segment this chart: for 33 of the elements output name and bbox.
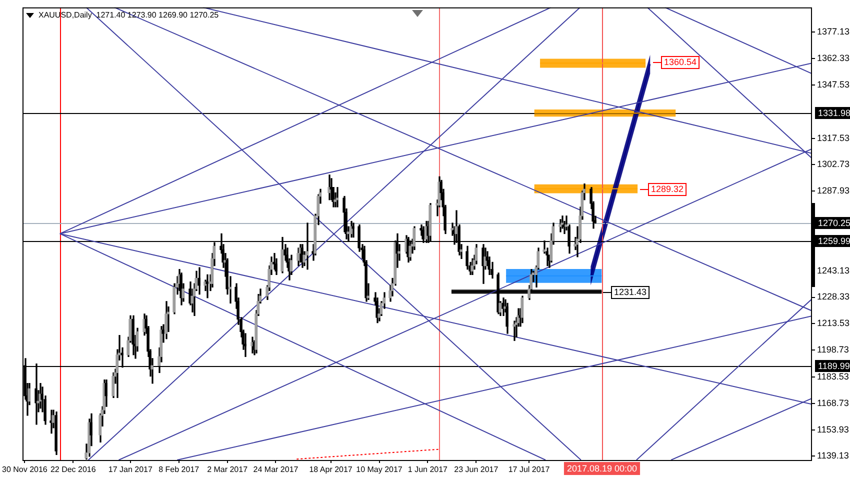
y-tick-label: 1243.13 — [817, 265, 850, 276]
x-tick-label: 17 Jan 2017 — [108, 465, 153, 474]
y-tick-label: 1287.93 — [817, 186, 850, 196]
annotation: 1360.54 — [664, 56, 697, 67]
x-tick-label: 10 May 2017 — [356, 465, 403, 474]
x-tick-label: 2 Mar 2017 — [207, 465, 248, 474]
x-tick-label: 22 Dec 2016 — [50, 465, 96, 474]
ref-line-label: 1331.98 — [818, 108, 850, 118]
ref-line-label: 1270.25 — [818, 218, 850, 228]
x-tick-label: 30 Nov 2016 — [2, 465, 48, 474]
annotation: 1289.32 — [651, 184, 684, 194]
y-tick-label: 1213.53 — [817, 318, 850, 328]
y-tick-label: 1183.53 — [817, 372, 849, 382]
y-tick-label: 1228.33 — [817, 292, 850, 302]
y-tick-label: 1153.93 — [817, 424, 849, 434]
y-tick-label: 1198.73 — [817, 344, 849, 354]
x-tick-label: 23 Jun 2017 — [454, 465, 499, 474]
y-tick-label: 1362.33 — [817, 52, 850, 63]
y-tick-label: 1317.53 — [817, 132, 850, 143]
y-tick-label: 1139.13 — [817, 450, 849, 461]
x-tick-label: 24 Mar 2017 — [253, 465, 299, 474]
y-tick-label: 1347.53 — [817, 79, 850, 90]
y-tick-label: 1302.73 — [817, 159, 850, 170]
ref-line-label: 2017.08.19 00:00 — [566, 463, 638, 474]
x-tick-label: 1 Jun 2017 — [408, 465, 448, 474]
ref-line-label: 1259.99 — [818, 236, 850, 246]
y-tick-label: 1168.73 — [817, 398, 849, 408]
x-tick-label: 8 Feb 2017 — [158, 465, 200, 474]
legend-label: 1231.43 — [614, 286, 647, 297]
x-tick-label: 18 Apr 2017 — [309, 465, 353, 474]
y-tick-label: 1377.13 — [817, 26, 850, 37]
ref-line-label: 1189.99 — [818, 360, 850, 371]
x-tick-label: 17 Jul 2017 — [508, 465, 550, 474]
